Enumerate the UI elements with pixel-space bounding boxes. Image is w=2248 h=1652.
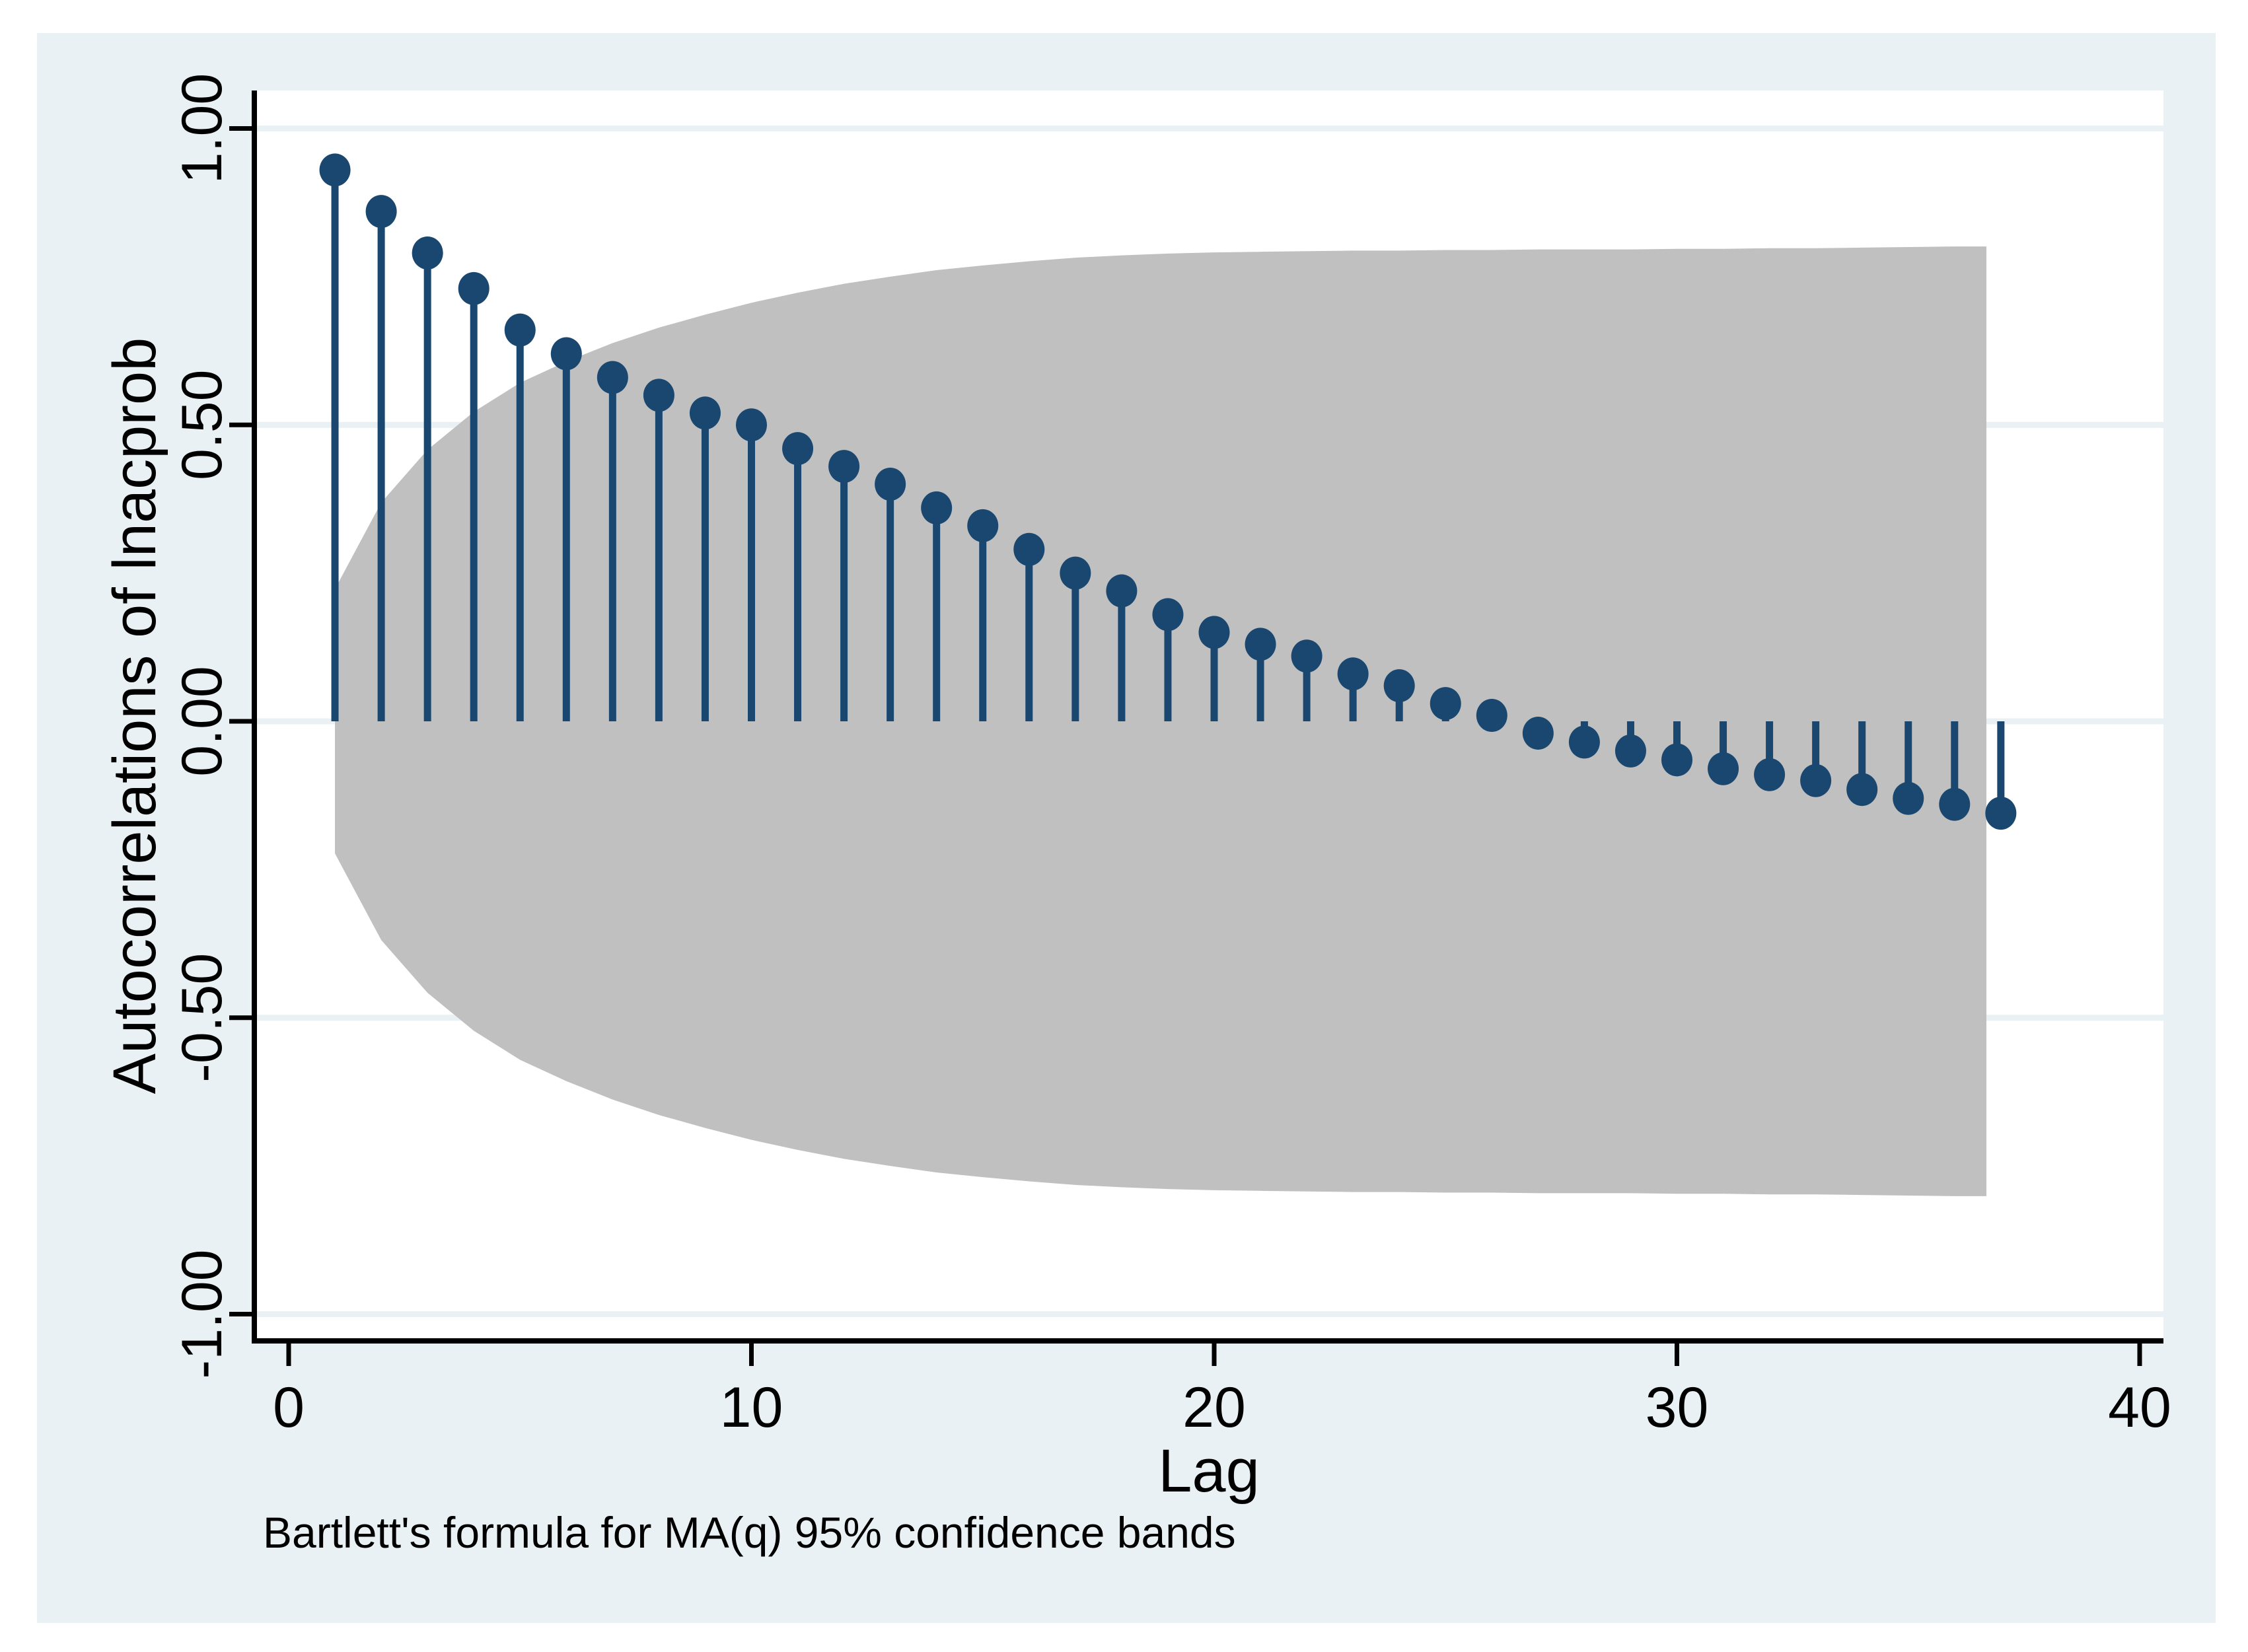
acf-marker-lag-28 <box>1568 725 1600 759</box>
acf-marker-lag-34 <box>1846 773 1878 807</box>
acf-marker-lag-37 <box>1985 797 2017 830</box>
acf-marker-lag-1 <box>319 153 351 187</box>
x-tick-label-0: 0 <box>273 1376 305 1439</box>
acf-marker-lag-25 <box>1430 687 1461 721</box>
acf-marker-lag-14 <box>921 491 953 524</box>
acf-marker-lag-29 <box>1614 734 1646 768</box>
gridline-y--1.00 <box>254 1311 2163 1317</box>
acf-marker-lag-16 <box>1013 532 1045 566</box>
acf-marker-lag-30 <box>1661 743 1692 777</box>
acf-marker-lag-24 <box>1383 669 1415 703</box>
y-tick-label-0.50: 0.50 <box>170 370 234 480</box>
y-tick-label--1.00: -1.00 <box>170 1249 234 1379</box>
acf-marker-lag-3 <box>412 236 443 269</box>
acf-marker-lag-35 <box>1893 781 1924 815</box>
x-axis-title: Lag <box>1158 1437 1260 1505</box>
acf-marker-lag-21 <box>1245 628 1276 661</box>
x-tick-label-30: 30 <box>1646 1376 1709 1439</box>
acf-marker-lag-15 <box>967 509 999 542</box>
x-tick-label-20: 20 <box>1182 1376 1246 1439</box>
x-tick-label-10: 10 <box>720 1376 783 1439</box>
y-axis-title: Autocorrelations of lnacprob <box>101 338 168 1095</box>
acf-marker-lag-17 <box>1060 556 1091 590</box>
acf-marker-lag-9 <box>689 396 721 430</box>
acf-marker-lag-6 <box>550 337 582 371</box>
y-tick-label-0.00: 0.00 <box>170 666 234 776</box>
acf-marker-lag-11 <box>782 432 814 466</box>
acf-marker-lag-33 <box>1800 764 1832 797</box>
acf-marker-lag-4 <box>458 271 489 305</box>
acf-marker-lag-5 <box>504 313 536 347</box>
acf-marker-lag-26 <box>1476 699 1507 733</box>
acf-marker-lag-7 <box>597 361 628 394</box>
acf-marker-lag-36 <box>1939 787 1971 821</box>
acf-marker-lag-23 <box>1337 657 1369 691</box>
acf-marker-lag-22 <box>1291 639 1323 673</box>
y-tick-label--0.50: -0.50 <box>170 953 234 1083</box>
acf-marker-lag-8 <box>643 378 674 412</box>
x-tick-label-40: 40 <box>2108 1376 2171 1439</box>
gridline-y-1.00 <box>254 126 2163 131</box>
acf-marker-lag-27 <box>1522 716 1554 750</box>
acf-marker-lag-20 <box>1198 616 1230 649</box>
acf-marker-lag-13 <box>875 468 906 501</box>
acf-marker-lag-18 <box>1106 574 1138 608</box>
acf-marker-lag-32 <box>1754 758 1786 791</box>
acf-marker-lag-2 <box>365 195 397 229</box>
y-tick-label-1.00: 1.00 <box>170 73 234 184</box>
acf-marker-lag-31 <box>1708 752 1739 785</box>
acf-marker-lag-12 <box>828 450 860 484</box>
acf-marker-lag-19 <box>1152 598 1184 631</box>
confidence-band-note: Bartlett's formula for MA(q) 95% confide… <box>263 1508 1236 1557</box>
confidence-band <box>335 246 1986 1196</box>
acf-marker-lag-10 <box>736 408 767 442</box>
